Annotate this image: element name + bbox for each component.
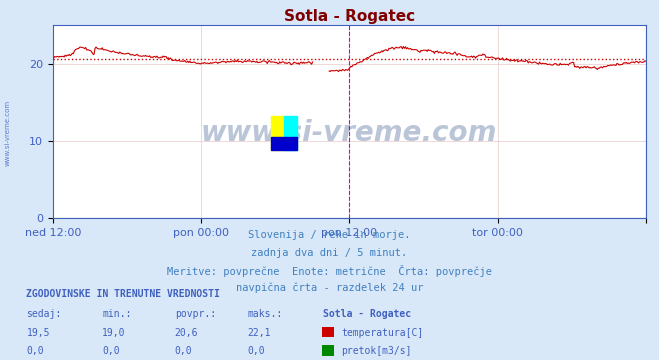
Text: 0,0: 0,0 [102,346,120,356]
Text: 20,6: 20,6 [175,328,198,338]
Text: navpična črta - razdelek 24 ur: navpična črta - razdelek 24 ur [236,282,423,293]
Text: 22,1: 22,1 [247,328,271,338]
Text: Meritve: povprečne  Enote: metrične  Črta: povprečje: Meritve: povprečne Enote: metrične Črta:… [167,265,492,277]
Text: zadnja dva dni / 5 minut.: zadnja dva dni / 5 minut. [251,248,408,258]
Text: 0,0: 0,0 [26,346,44,356]
Text: povpr.:: povpr.: [175,309,215,319]
Bar [284,116,297,150]
Text: ZGODOVINSKE IN TRENUTNE VREDNOSTI: ZGODOVINSKE IN TRENUTNE VREDNOSTI [26,289,220,299]
Text: sedaj:: sedaj: [26,309,61,319]
Text: www.si-vreme.com: www.si-vreme.com [5,100,11,166]
Text: 0,0: 0,0 [247,346,265,356]
Bar [271,137,297,150]
Text: Sotla - Rogatec: Sotla - Rogatec [323,309,411,319]
Bar [271,116,284,150]
Text: 19,5: 19,5 [26,328,50,338]
Text: www.si-vreme.com: www.si-vreme.com [201,119,498,147]
Text: min.:: min.: [102,309,132,319]
Text: maks.:: maks.: [247,309,282,319]
Text: pretok[m3/s]: pretok[m3/s] [341,346,412,356]
Text: Slovenija / reke in morje.: Slovenija / reke in morje. [248,230,411,240]
Text: temperatura[C]: temperatura[C] [341,328,424,338]
Text: 0,0: 0,0 [175,346,192,356]
Text: 19,0: 19,0 [102,328,126,338]
Title: Sotla - Rogatec: Sotla - Rogatec [284,9,415,24]
